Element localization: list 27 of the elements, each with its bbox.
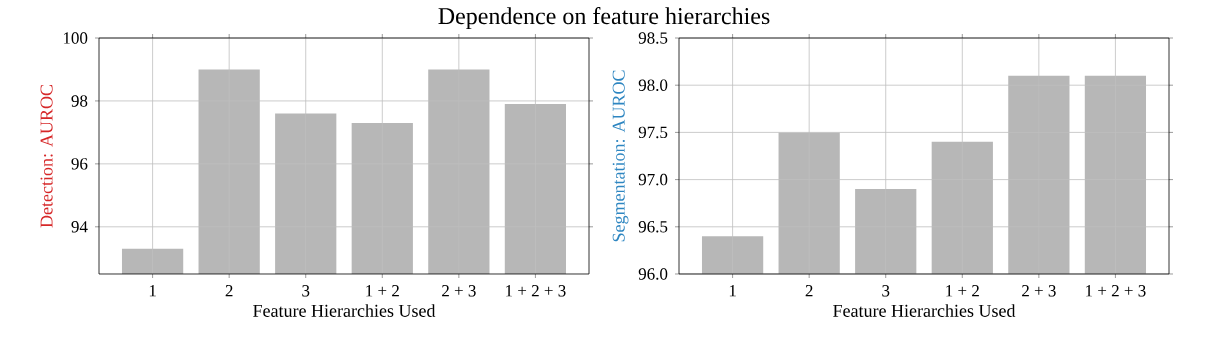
x-tick-label: 1 [149,285,156,297]
x-tick-label: 2 [225,285,233,297]
y-tick-label: 97.5 [638,126,668,139]
y-tick-label: 96 [71,158,88,170]
y-axis-title: Segmentation: AUROC [612,70,629,242]
x-tick-label: 2 + 3 [1022,285,1056,297]
y-tick-label: 98.0 [638,79,668,91]
x-tick-label: 3 [302,285,310,297]
x-axis-title: Feature Hierarchies Used [253,304,436,317]
y-tick-label: 94 [71,221,88,233]
x-tick-label: 2 [805,285,813,297]
x-tick-label: 1 + 2 [946,285,979,297]
chart-title: Dependence on feature hierarchies [438,7,770,30]
y-tick-label: 96.0 [638,268,668,280]
y-tick-label: 97.0 [638,173,668,186]
x-axis-title: Feature Hierarchies Used [833,304,1016,317]
x-tick-label: 1 [729,285,736,297]
x-tick-label: 3 [882,285,890,297]
y-axis-title: Detection: AUROC [40,85,53,228]
x-tick-label: 1 + 2 + 3 [1086,285,1146,297]
y-tick-label: 96.5 [638,221,668,233]
y-tick-label: 98 [71,95,88,107]
x-tick-label: 1 + 2 [366,285,399,297]
y-tick-label: 98.5 [638,32,668,44]
x-tick-label: 1 + 2 + 3 [506,285,566,297]
x-tick-label: 2 + 3 [442,285,476,297]
y-tick-label: 100 [63,32,88,44]
